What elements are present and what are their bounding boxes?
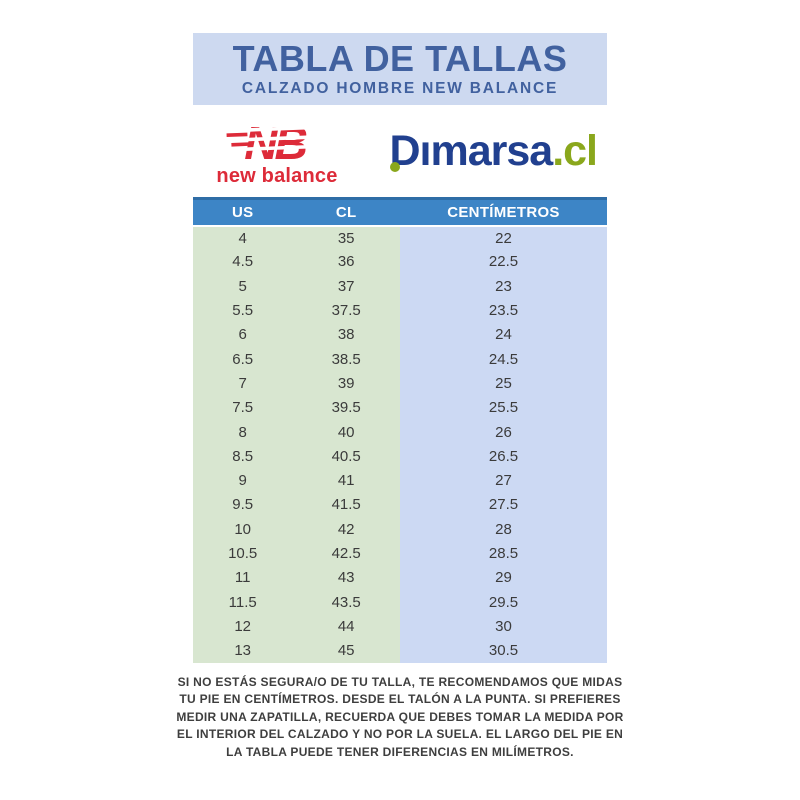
size-row: 9 41 27 xyxy=(193,468,607,493)
size-cell-cm: 23.5 xyxy=(399,298,607,323)
size-cell-us: 7 xyxy=(193,371,293,396)
size-cell-cl: 43 xyxy=(292,565,400,590)
size-row: 9.5 41.5 27.5 xyxy=(193,492,607,518)
dimarsa-domain: .cl xyxy=(552,126,598,175)
size-cell-cl: 36 xyxy=(292,249,400,275)
size-cell-cl: 37 xyxy=(292,274,400,299)
size-chart-content: TABLA DE TALLAS CALZADO HOMBRE NEW BALAN… xyxy=(193,33,607,663)
size-table-body: 4 35 22 4.5 36 22.5 5 37 23 5.5 37.5 23.… xyxy=(193,225,607,663)
size-row: 4 35 22 xyxy=(193,225,607,250)
size-cell-us: 13 xyxy=(193,638,293,663)
size-cell-cm: 25.5 xyxy=(399,395,607,420)
size-cell-cl: 42.5 xyxy=(292,541,400,566)
size-cell-cl: 44 xyxy=(292,614,400,639)
size-row: 10 42 28 xyxy=(193,517,607,542)
size-cell-cm: 24 xyxy=(399,322,607,347)
size-row: 10.5 42.5 28.5 xyxy=(193,541,607,566)
size-cell-cl: 37.5 xyxy=(292,298,400,323)
col-header-cl: CL xyxy=(292,197,400,227)
size-cell-cm: 27 xyxy=(399,468,607,493)
size-cell-us: 8.5 xyxy=(193,444,293,469)
size-cell-us: 9.5 xyxy=(193,492,293,518)
size-cell-us: 6.5 xyxy=(193,346,293,372)
size-row: 8.5 40.5 26.5 xyxy=(193,444,607,469)
size-cell-cm: 26 xyxy=(399,419,607,445)
size-cell-cl: 38.5 xyxy=(292,346,400,372)
size-chart-page: TABLA DE TALLAS CALZADO HOMBRE NEW BALAN… xyxy=(0,33,800,761)
size-cell-cl: 45 xyxy=(292,638,400,663)
size-row: 11.5 43.5 29.5 xyxy=(193,589,607,615)
size-cell-us: 8 xyxy=(193,419,293,445)
size-cell-cm: 22.5 xyxy=(399,249,607,275)
size-row: 8 40 26 xyxy=(193,419,607,445)
size-cell-cm: 25 xyxy=(399,371,607,396)
size-row: 13 45 30.5 xyxy=(193,638,607,663)
page-subtitle: CALZADO HOMBRE NEW BALANCE xyxy=(241,80,559,98)
size-cell-us: 12 xyxy=(193,614,293,639)
size-cell-cm: 22 xyxy=(399,225,607,250)
size-table-header: US CL CENTÍMETROS xyxy=(193,197,607,227)
size-cell-cm: 27.5 xyxy=(399,492,607,518)
size-cell-cl: 41 xyxy=(292,468,400,493)
size-cell-cl: 39 xyxy=(292,371,400,396)
size-row: 6 38 24 xyxy=(193,322,607,347)
col-header-centimeters: CENTÍMETROS xyxy=(399,197,607,227)
size-row: 11 43 29 xyxy=(193,565,607,590)
size-row: 4.5 36 22.5 xyxy=(193,249,607,275)
size-cell-cm: 29 xyxy=(399,565,607,590)
size-row: 7.5 39.5 25.5 xyxy=(193,395,607,420)
title-banner: TABLA DE TALLAS CALZADO HOMBRE NEW BALAN… xyxy=(193,33,607,105)
size-cell-cm: 30 xyxy=(399,614,607,639)
size-table: US CL CENTÍMETROS 4 35 22 4.5 36 22.5 5 … xyxy=(193,197,607,663)
size-cell-cl: 39.5 xyxy=(292,395,400,420)
nb-mark-icon: NB xyxy=(225,117,329,168)
dimarsa-dot-icon xyxy=(390,161,401,172)
size-cell-cl: 41.5 xyxy=(292,492,400,518)
svg-text:NB: NB xyxy=(244,117,306,168)
size-cell-us: 9 xyxy=(193,468,293,493)
size-cell-cm: 23 xyxy=(399,274,607,299)
logo-row: NB new balance Dımarsa.cl xyxy=(193,105,607,197)
size-cell-cl: 43.5 xyxy=(292,589,400,615)
size-cell-cm: 26.5 xyxy=(399,444,607,469)
size-cell-cm: 30.5 xyxy=(399,638,607,663)
size-cell-cl: 42 xyxy=(292,517,400,542)
size-cell-cl: 38 xyxy=(292,322,400,347)
size-row: 12 44 30 xyxy=(193,614,607,639)
size-cell-us: 11 xyxy=(193,565,293,590)
size-cell-cl: 40.5 xyxy=(292,444,400,469)
footer-note: SI NO ESTÁS SEGURA/O DE TU TALLA, TE REC… xyxy=(176,674,624,759)
size-cell-cl: 40 xyxy=(292,419,400,445)
size-cell-cm: 28 xyxy=(399,517,607,542)
size-row: 5 37 23 xyxy=(193,274,607,299)
size-cell-us: 7.5 xyxy=(193,395,293,420)
new-balance-logo: NB new balance xyxy=(199,116,355,186)
size-cell-us: 6 xyxy=(193,322,293,347)
size-cell-us: 10 xyxy=(193,517,293,542)
size-cell-cm: 28.5 xyxy=(399,541,607,566)
size-cell-cl: 35 xyxy=(292,225,400,250)
size-row: 7 39 25 xyxy=(193,371,607,396)
col-header-us: US xyxy=(193,197,293,227)
size-cell-us: 5.5 xyxy=(193,298,293,323)
size-row: 5.5 37.5 23.5 xyxy=(193,298,607,323)
size-row: 6.5 38.5 24.5 xyxy=(193,346,607,372)
size-cell-us: 4.5 xyxy=(193,249,293,275)
size-cell-cm: 24.5 xyxy=(399,346,607,372)
size-cell-us: 10.5 xyxy=(193,541,293,566)
page-title: TABLA DE TALLAS xyxy=(232,37,568,79)
nb-wordmark: new balance xyxy=(216,165,338,187)
dimarsa-logo: Dımarsa.cl xyxy=(389,126,601,175)
size-cell-us: 11.5 xyxy=(193,589,293,615)
size-cell-cm: 29.5 xyxy=(399,589,607,615)
size-cell-us: 5 xyxy=(193,274,293,299)
dimarsa-wordmark: Dımarsa xyxy=(389,126,553,175)
size-cell-us: 4 xyxy=(193,225,293,250)
